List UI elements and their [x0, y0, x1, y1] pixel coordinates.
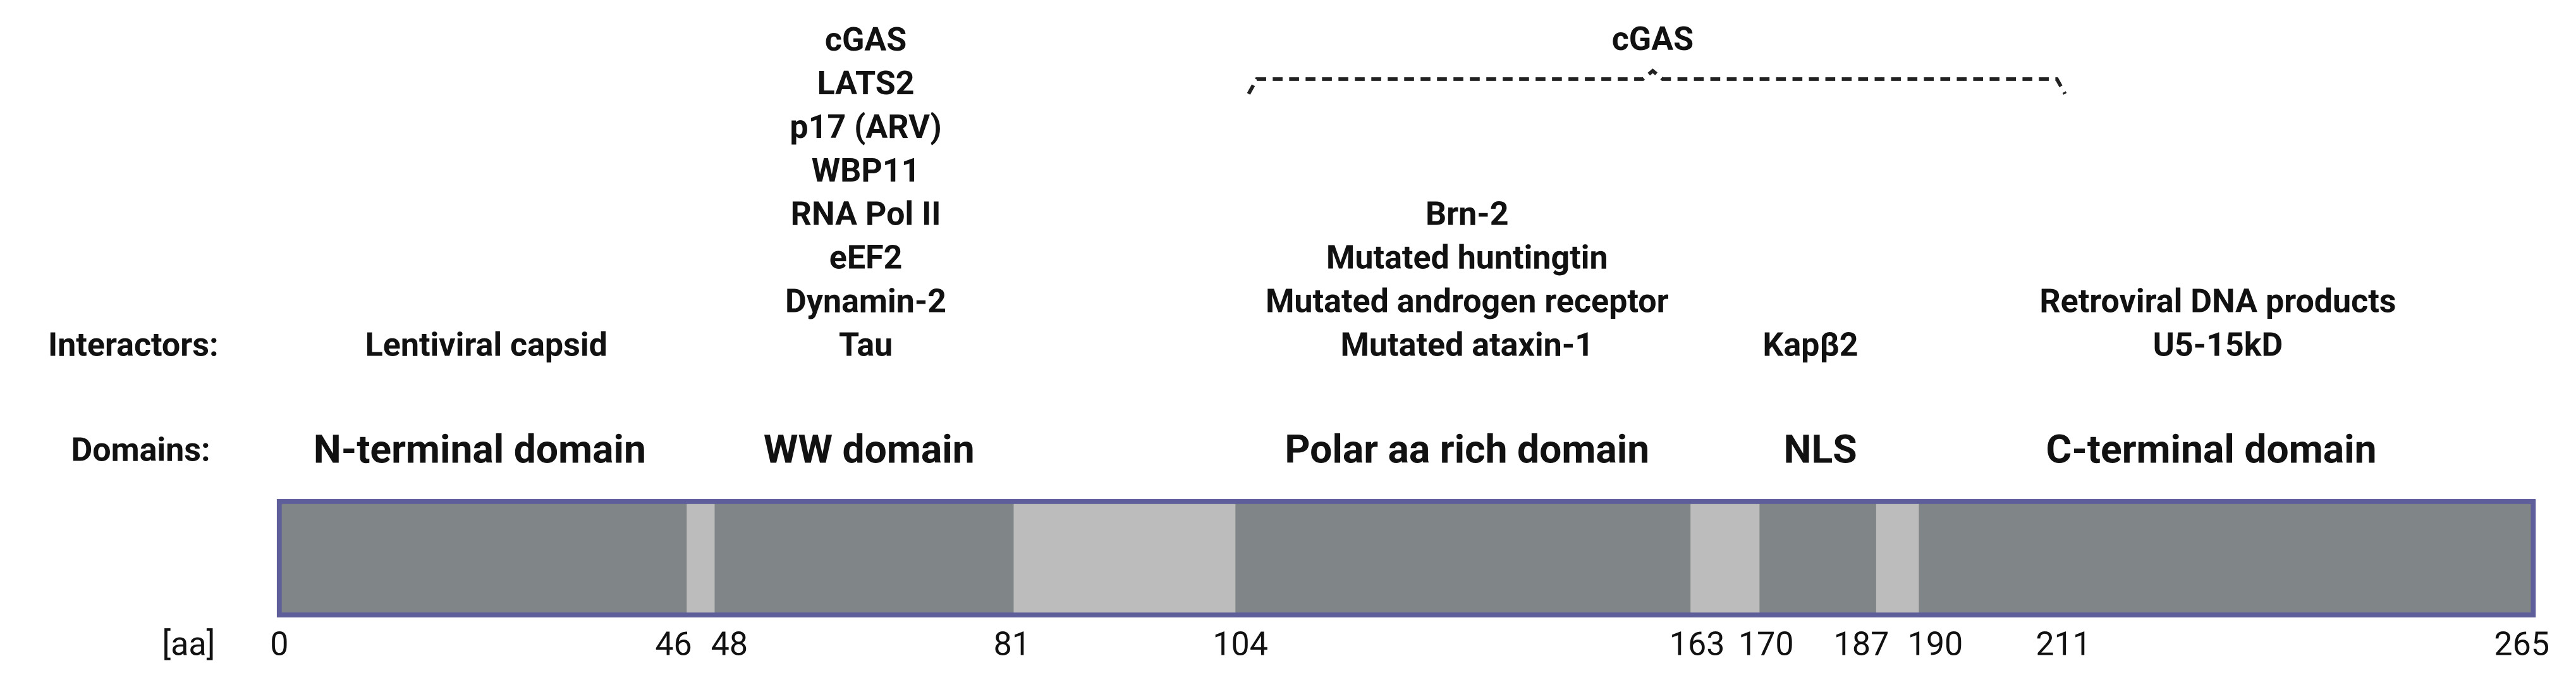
interactor: p17 (ARV)	[790, 108, 941, 146]
domain-label: C-terminal domain	[2046, 426, 2377, 473]
protein-bar	[279, 501, 2534, 615]
domain-label: NLS	[1783, 426, 1857, 473]
domain-label: N-terminal domain	[314, 426, 646, 473]
interactor: Mutated ataxin-1	[1340, 325, 1594, 364]
aa-position: 187	[1834, 624, 1889, 663]
aa-position: 104	[1212, 624, 1268, 663]
linker	[1013, 501, 1236, 615]
interactor: LATS2	[817, 64, 915, 102]
aa-position: 0	[270, 624, 288, 663]
linker	[1876, 501, 1919, 615]
row-label: Interactors:	[48, 325, 219, 364]
aa-position: 163	[1670, 624, 1725, 663]
aa-position: 48	[711, 624, 748, 663]
interactor: Mutated androgen receptor	[1266, 281, 1669, 320]
interactor: RNA Pol II	[791, 195, 941, 233]
linker	[687, 501, 715, 615]
interactor: Brn-2	[1425, 195, 1509, 233]
domain-label: WW domain	[764, 426, 975, 473]
brace	[1247, 68, 2067, 95]
row-label: [aa]	[162, 624, 215, 663]
interactor: eEF2	[829, 238, 903, 277]
row-label: Domains:	[71, 431, 210, 469]
linker	[1690, 501, 1760, 615]
domain-label: Polar aa rich domain	[1285, 426, 1649, 473]
interactor: Mutated huntingtin	[1326, 238, 1608, 277]
interactor: Dynamin-2	[785, 281, 946, 320]
protein-outline	[276, 498, 2536, 618]
interactor: Kapβ2	[1762, 325, 1858, 364]
interactor: Lentiviral capsid	[365, 325, 607, 364]
aa-position: 81	[994, 624, 1030, 663]
aa-position: 170	[1738, 624, 1794, 663]
interactor: U5-15kD	[2153, 325, 2283, 364]
aa-position: 265	[2494, 624, 2549, 663]
interactor: cGAS	[825, 20, 906, 59]
interactor: Retroviral DNA products	[2039, 281, 2396, 320]
brace-label: cGAS	[1612, 20, 1694, 58]
interactor: Tau	[839, 325, 893, 364]
aa-position: 190	[1908, 624, 1963, 663]
aa-position: 211	[2036, 624, 2091, 663]
interactor: WBP11	[812, 151, 920, 190]
aa-position: 46	[655, 624, 692, 663]
